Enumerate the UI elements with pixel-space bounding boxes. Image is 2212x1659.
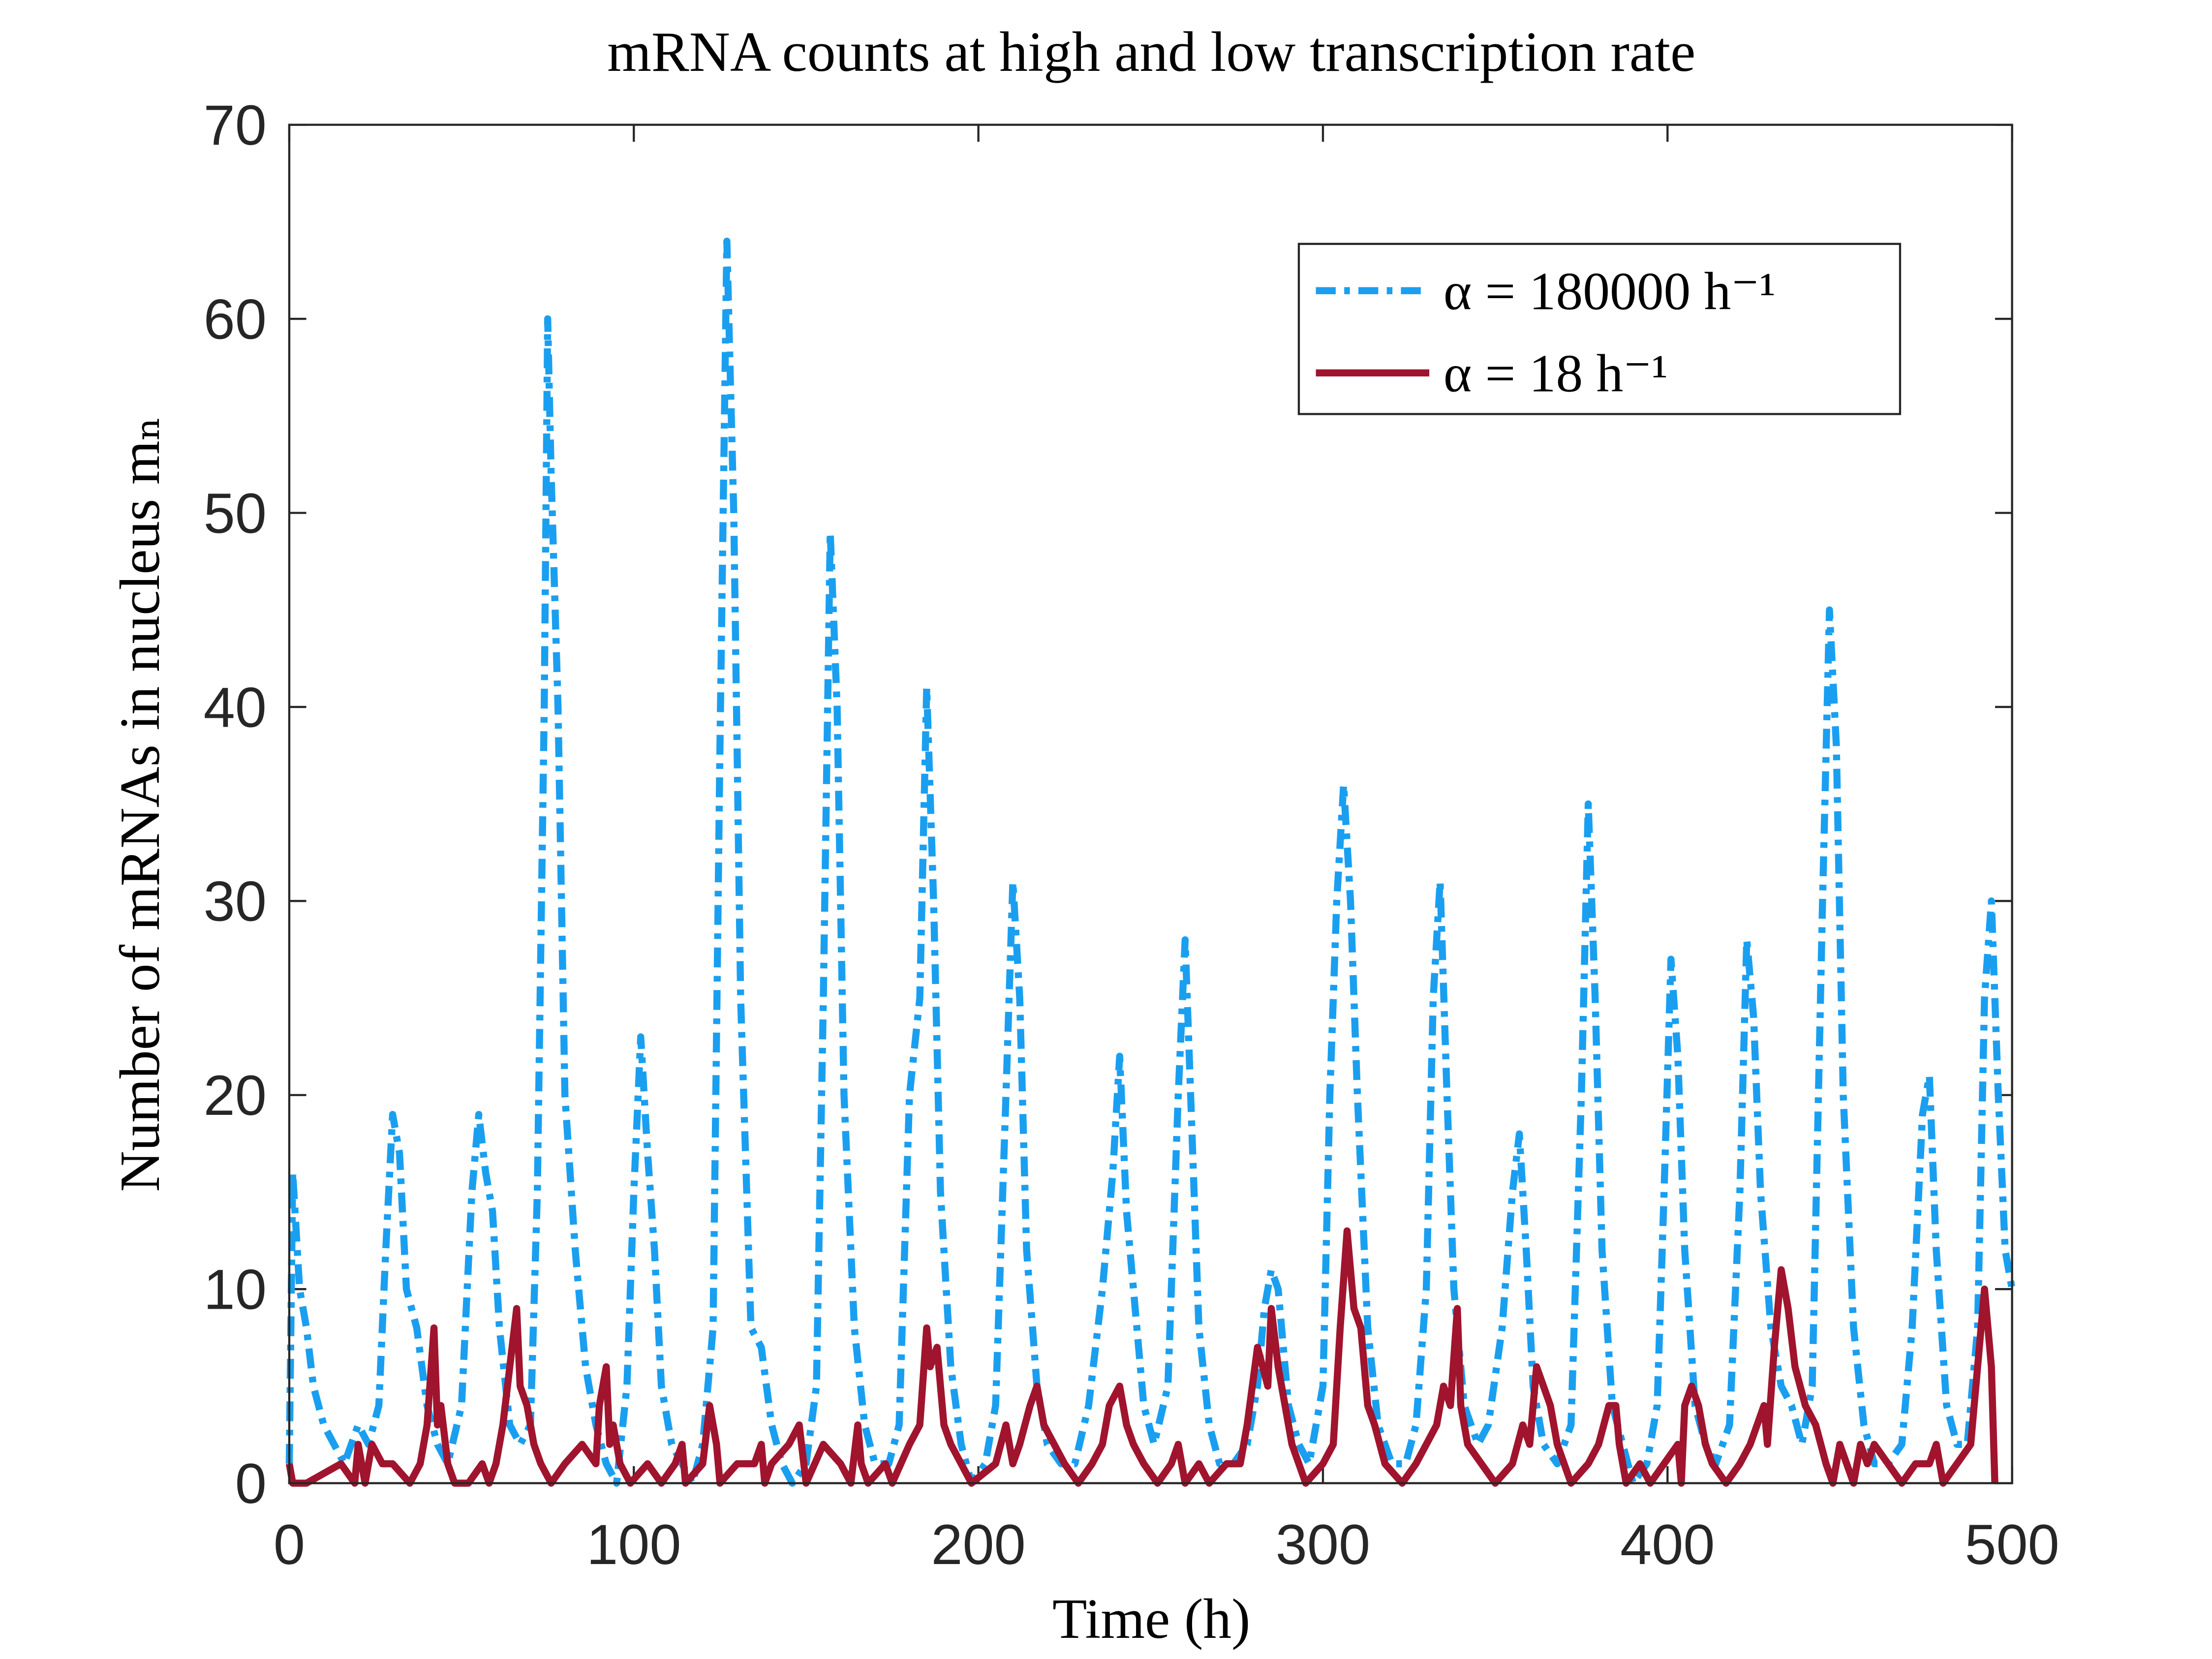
y-tick-label: 0 [235,1452,267,1515]
data-line [285,238,2016,1487]
x-tick-label: 300 [1276,1513,1370,1576]
y-tick-label: 10 [204,1259,267,1321]
y-tick-label: 70 [204,94,267,157]
x-tick-label: 0 [274,1513,305,1576]
y-tick-label: 60 [204,288,267,351]
x-tick-label: 500 [1965,1513,2059,1576]
y-axis-label: Number of mRNAs in nucleus mₙ [108,416,171,1192]
axes-box [288,123,2013,1484]
y-tick-label: 30 [204,870,267,933]
y-tick-label: 40 [204,676,267,739]
legend-label: α = 18 h⁻¹ [1444,343,1668,403]
x-axis-label: Time (h) [1052,1587,1250,1650]
x-tick-label: 100 [586,1513,681,1576]
chart-title: mRNA counts at high and low transcriptio… [607,20,1695,83]
legend-label: α = 180000 h⁻¹ [1444,261,1776,321]
data-line [285,1227,1998,1487]
y-tick-label: 20 [204,1064,267,1127]
x-tick-label: 200 [931,1513,1025,1576]
y-tick-label: 50 [204,482,267,545]
legend-box [1297,243,1902,415]
x-tick-label: 400 [1620,1513,1715,1576]
